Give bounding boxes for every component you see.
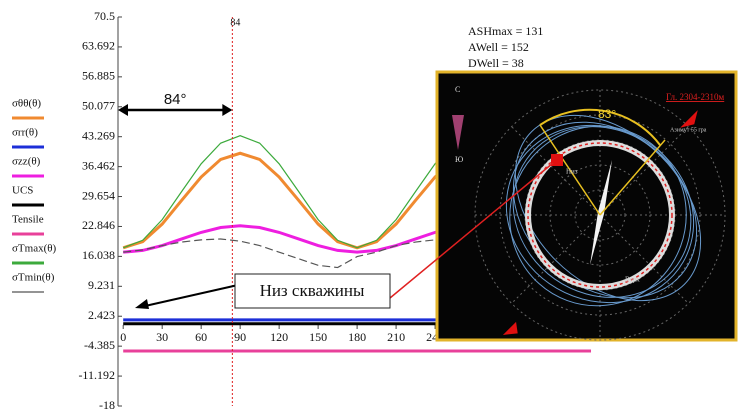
red-marker bbox=[551, 154, 563, 166]
y-tick-label: -18 bbox=[99, 398, 115, 412]
y-tick-label: 36.462 bbox=[82, 158, 115, 172]
x-tick-label: 60 bbox=[195, 330, 207, 344]
y-tick-label: 22.846 bbox=[82, 218, 115, 232]
inset-top: Верх bbox=[625, 276, 640, 284]
legend-label: Tensile bbox=[12, 214, 44, 226]
callout-arrow bbox=[145, 285, 238, 306]
x-tick-label: 30 bbox=[156, 330, 168, 344]
y-tick-label: 50.077 bbox=[82, 99, 115, 113]
angle-label: 84° bbox=[164, 91, 187, 108]
inset-south: Ю bbox=[455, 155, 463, 164]
y-tick-label: -11.192 bbox=[78, 368, 115, 382]
x-tick-label: 90 bbox=[234, 330, 246, 344]
legend-label: UCS bbox=[12, 185, 33, 197]
inset-image: 83° Гл. 2304-2310м С Ю Верх Низ Азимут 5… bbox=[437, 72, 737, 340]
y-tick-label: 9.231 bbox=[88, 278, 115, 292]
y-tick-label: 56.885 bbox=[82, 69, 115, 83]
x-tick-label: 210 bbox=[387, 330, 405, 344]
marker-label: 84 bbox=[230, 17, 240, 28]
chart: 70.5 63.692 56.885 50.077 43.269 36.462 29.654… bbox=[0, 0, 738, 412]
inset-azimuth: Азимут 55 гра bbox=[670, 127, 707, 133]
legend-label: σTmin(θ) bbox=[12, 272, 55, 284]
legend-label: σrr(θ) bbox=[12, 127, 38, 139]
param-text: DWell = 38 bbox=[468, 56, 524, 70]
inset-bottom: Низ bbox=[566, 168, 578, 176]
x-tick-label: 120 bbox=[270, 330, 288, 344]
y-tick-label: 29.654 bbox=[82, 188, 115, 202]
legend-label: σTmax(θ) bbox=[12, 243, 57, 255]
y-tick-label: 70.5 bbox=[94, 9, 115, 23]
inset-angle: 83° bbox=[598, 107, 616, 121]
inset-depth: Гл. 2304-2310м bbox=[666, 92, 725, 102]
inset-north: С bbox=[455, 85, 460, 94]
x-tick-label: 150 bbox=[309, 330, 327, 344]
legend-label: σzz(θ) bbox=[12, 156, 41, 168]
x-tick-label: 0 bbox=[120, 330, 126, 344]
arrow-head bbox=[135, 299, 149, 309]
y-tick-label: 43.269 bbox=[82, 128, 115, 142]
x-tick-label: 180 bbox=[348, 330, 366, 344]
legend-label: σθθ(θ) bbox=[12, 98, 41, 110]
y-tick-label: 63.692 bbox=[82, 39, 115, 53]
y-tick-label: 16.038 bbox=[82, 248, 115, 262]
callout-text: Низ скважины bbox=[260, 281, 365, 300]
y-tick-label: -4.385 bbox=[84, 338, 115, 352]
param-text: ASHmax = 131 bbox=[468, 24, 543, 38]
y-tick-label: 2.423 bbox=[88, 308, 115, 322]
param-text: AWell = 152 bbox=[468, 40, 529, 54]
